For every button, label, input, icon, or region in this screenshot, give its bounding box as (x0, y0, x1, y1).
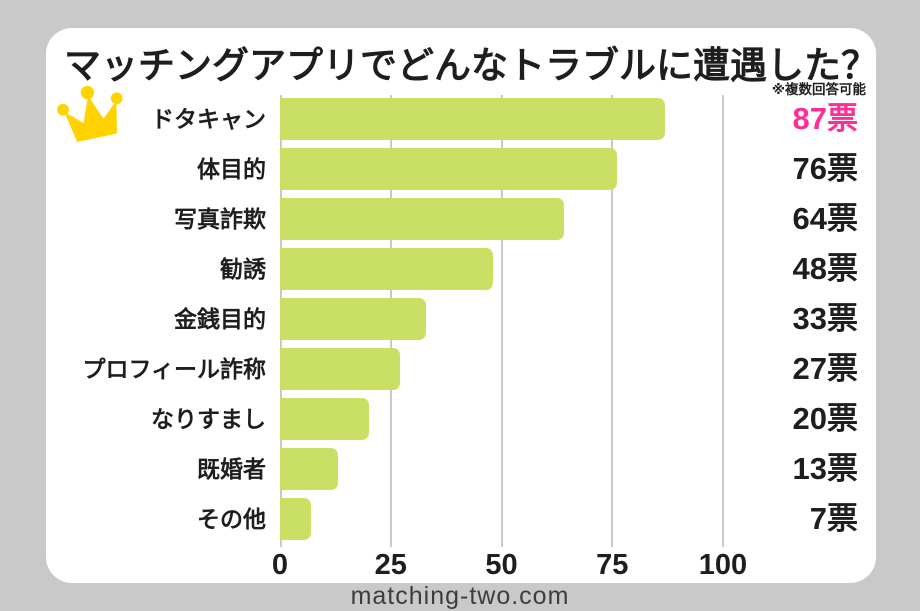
bar-series (280, 98, 723, 540)
bar-row (280, 248, 723, 290)
bar-narisumashi (280, 398, 369, 440)
category-label: プロフィール詐称 (82, 356, 266, 382)
value-label-top: 87票 (792, 101, 858, 136)
value-label: 13票 (792, 451, 858, 486)
category-label: 写真詐欺 (174, 206, 266, 232)
x-tick: 100 (698, 549, 748, 581)
category-labels: ドタキャン 体目的 写真詐欺 勧誘 金銭目的 プロフィール詐称 なりすまし 既婚… (46, 95, 266, 547)
category-label: 既婚者 (197, 456, 266, 482)
bar-kikonsha (280, 448, 338, 490)
bar-kanyu (280, 248, 493, 290)
x-tick: 0 (271, 549, 289, 581)
x-tick: 50 (485, 549, 518, 581)
bar-karada-mokuteki (280, 148, 617, 190)
category-label: ドタキャン (151, 106, 266, 132)
category-label: 体目的 (197, 156, 266, 182)
category-label: なりすまし (151, 406, 266, 432)
bar-row (280, 198, 723, 240)
bar-row (280, 448, 723, 490)
value-label: 27票 (792, 351, 858, 386)
bar-shashin-sagi (280, 198, 564, 240)
category-label: 金銭目的 (174, 306, 266, 332)
crown-icon (51, 78, 133, 150)
x-axis: 0 25 50 75 100 (272, 549, 747, 583)
bar-row (280, 98, 723, 140)
value-label: 7票 (809, 501, 858, 536)
bar-row (280, 148, 723, 190)
category-label: その他 (197, 506, 266, 532)
value-label: 76票 (792, 151, 858, 186)
bar-chart-plot-area (280, 95, 724, 547)
bar-profile-sashou (280, 348, 400, 390)
bar-row (280, 298, 723, 340)
value-labels: 87票 76票 64票 48票 33票 27票 20票 13票 7票 (793, 95, 858, 547)
x-tick: 25 (374, 549, 407, 581)
bar-kinsen-mokuteki (280, 298, 427, 340)
gridline-50 (500, 95, 503, 547)
x-tick: 75 (596, 549, 629, 581)
site-credit: matching-two.com (350, 582, 570, 610)
bar-sonota (280, 498, 311, 540)
page-title: マッチングアプリでどんなトラブルに遭遇した？ (64, 45, 878, 86)
bar-row (280, 498, 723, 540)
value-label: 64票 (792, 201, 858, 236)
value-label: 48票 (792, 251, 858, 286)
multiple-answers-note: ※複数回答可能 (771, 82, 866, 97)
gridline-75 (611, 95, 614, 547)
chart-card: マッチングアプリでどんなトラブルに遭遇した？ ※複数回答可能 ドタキャン 体目的… (46, 28, 878, 583)
value-label: 20票 (792, 401, 858, 436)
bar-dotakyan (280, 98, 666, 140)
value-label: 33票 (792, 301, 858, 336)
gridline-100 (722, 95, 724, 547)
bar-row (280, 398, 723, 440)
category-label: 勧誘 (220, 256, 266, 282)
bar-row (280, 348, 723, 390)
